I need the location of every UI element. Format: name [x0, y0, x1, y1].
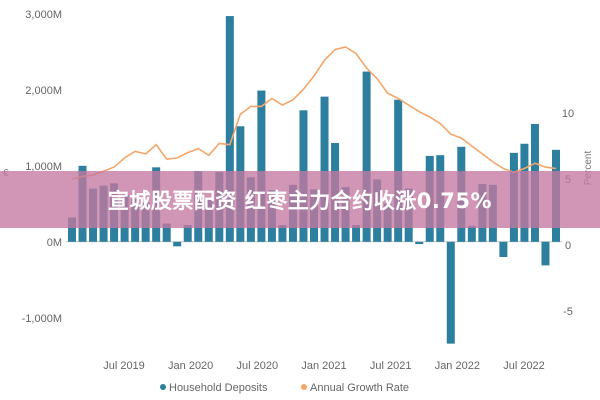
deposit-bar: [68, 217, 76, 242]
left-tick-label: 3,000M: [25, 9, 62, 21]
left-tick-label: 2,000M: [25, 85, 62, 97]
right-tick-label: 0: [565, 240, 571, 252]
x-axis-ticks: Jul 2019 Jan 2020 Jul 2020 Jan 2021 Jul 2021…: [103, 360, 545, 372]
x-tick-label: Jul 2022: [503, 360, 545, 372]
right-tick-label: -5: [563, 306, 573, 318]
deposit-bar: [173, 241, 182, 247]
legend-label-household-deposits: Household Deposits: [169, 382, 268, 394]
deposit-bar: [499, 241, 508, 257]
headline-banner: 宣城股票配资 红枣主力合约收涨0.75%: [0, 171, 600, 228]
legend-marker-annual-growth-rate: [301, 384, 307, 390]
x-tick-label: Jul 2019: [103, 360, 145, 372]
legend: Household Deposits Annual Growth Rate: [160, 382, 409, 394]
deposit-bar: [446, 241, 455, 344]
deposit-bar: [415, 241, 424, 245]
right-axis-title: Percent: [583, 151, 594, 186]
deposit-bar: [320, 96, 329, 242]
legend-marker-household-deposits: [160, 384, 166, 390]
right-tick-label: 10: [562, 108, 574, 120]
deposit-bar: [394, 99, 403, 242]
deposit-bar: [257, 90, 266, 242]
deposit-bar: [362, 71, 371, 242]
left-tick-label: 1,000M: [25, 161, 62, 173]
deposit-bar: [278, 225, 287, 242]
left-axis-ticks: 3,000M 2,000M 1,000M 0M -1,000M: [22, 9, 62, 325]
legend-label-annual-growth-rate: Annual Growth Rate: [310, 382, 409, 394]
deposit-bar: [162, 223, 171, 242]
x-tick-label: Jul 2021: [370, 360, 412, 372]
left-tick-label: 0M: [47, 237, 62, 249]
headline-title: 宣城股票配资 红枣主力合约收涨0.75%: [107, 188, 493, 213]
x-tick-label: Jan 2021: [301, 360, 346, 372]
deposit-bar: [352, 225, 361, 242]
growth-rate-line: [71, 46, 557, 180]
deposit-bar: [541, 241, 550, 266]
deposit-bar: [467, 225, 476, 242]
x-tick-label: Jan 2022: [435, 360, 480, 372]
left-tick-label: -1,000M: [22, 313, 62, 325]
deposit-bar: [225, 16, 234, 242]
x-tick-label: Jan 2020: [168, 360, 213, 372]
x-tick-label: Jul 2020: [237, 360, 279, 372]
deposit-bar: [183, 225, 192, 242]
